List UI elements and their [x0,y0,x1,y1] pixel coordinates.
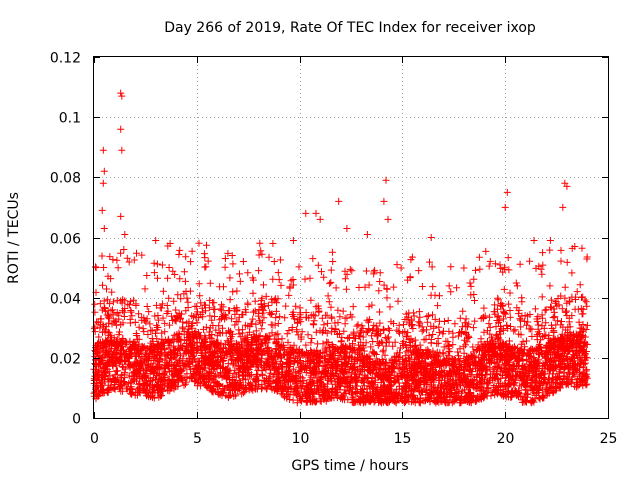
roti-data-markers [90,89,591,407]
x-axis-label: GPS time / hours [291,458,408,474]
y-tick-label: 0.02 [50,352,81,368]
x-tick-label: 10 [292,431,310,447]
x-tick-label: 15 [394,431,412,447]
x-tick-labels: 0 5 10 15 20 25 [90,431,617,447]
x-tick-label: 25 [600,431,618,447]
x-tick-label: 5 [193,431,202,447]
y-tick-label: 0 [72,412,81,428]
y-tick-label: 0.06 [50,232,81,248]
data-points [90,89,591,407]
y-tick-label: 0.1 [59,111,81,127]
x-tick-label: 20 [497,431,515,447]
axis-ticks [94,57,609,419]
chart-title: Day 266 of 2019, Rate Of TEC Index for r… [164,20,536,36]
y-tick-label: 0.08 [50,171,81,187]
x-tick-label: 0 [90,431,99,447]
plot-frame [93,56,609,419]
y-tick-label: 0.04 [50,292,81,308]
y-tick-labels: 0 0.02 0.04 0.06 0.08 0.1 0.12 [50,51,81,428]
y-axis-label: ROTI / TECUs [6,192,22,284]
y-tick-label: 0.12 [50,51,81,67]
